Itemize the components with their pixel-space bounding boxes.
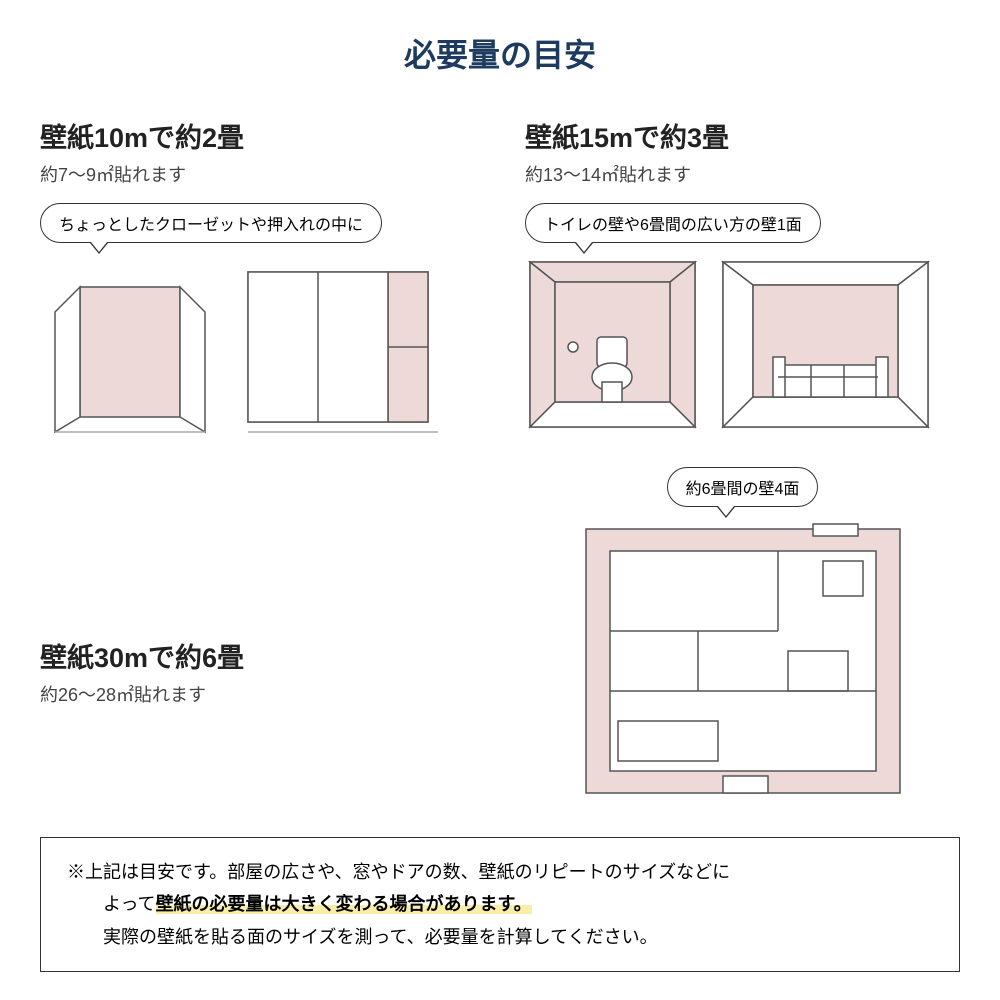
note-line2: よって壁紙の必要量は大きく変わる場合があります。 [67, 888, 933, 920]
closet-icon [40, 257, 220, 437]
bubble-15m: トイレの壁や6畳間の広い方の壁1面 [525, 203, 821, 243]
room-one-wall-icon [718, 257, 933, 432]
subheading-15m: 約13〜14㎡貼れます [525, 161, 960, 187]
section-15m: 壁紙15mで約3畳 約13〜14㎡貼れます トイレの壁や6畳間の広い方の壁1面 [525, 116, 960, 437]
bubble-30m: 約6畳間の壁4面 [667, 467, 819, 507]
section-30m-text: 壁紙30mで約6畳 約26〜28㎡貼れます [40, 467, 475, 801]
toilet-room-icon [525, 257, 700, 432]
section-10m: 壁紙10mで約2畳 約7〜9㎡貼れます ちょっとしたクローゼットや押入れの中に [40, 116, 475, 437]
sections-grid: 壁紙10mで約2畳 約7〜9㎡貼れます ちょっとしたクローゼットや押入れの中に [40, 116, 960, 801]
heading-30m: 壁紙30mで約6畳 [40, 636, 475, 675]
note-line1: ※上記は目安です。部屋の広さや、窓やドアの数、壁紙のリピートのサイズなどに [67, 856, 933, 888]
note-highlight: 壁紙の必要量は大きく変わる場合があります。 [156, 894, 532, 914]
section-30m-illus: 約6畳間の壁4面 [525, 467, 960, 801]
bubble-10m: ちょっとしたクローゼットや押入れの中に [40, 203, 382, 243]
note-box: ※上記は目安です。部屋の広さや、窓やドアの数、壁紙のリピートのサイズなどに よっ… [40, 837, 960, 972]
illus-15m-row [525, 257, 960, 432]
note-line3: 実際の壁紙を貼る面のサイズを測って、必要量を計算してください。 [67, 921, 933, 953]
note-line2a: よって [103, 894, 156, 914]
subheading-30m: 約26〜28㎡貼れます [40, 681, 475, 707]
subheading-10m: 約7〜9㎡貼れます [40, 161, 475, 187]
heading-10m: 壁紙10mで約2畳 [40, 116, 475, 155]
room-topdown-icon [578, 521, 908, 801]
heading-15m: 壁紙15mで約3畳 [525, 116, 960, 155]
oshiire-icon [238, 257, 438, 437]
illus-10m-row [40, 257, 475, 437]
page-title: 必要量の目安 [40, 30, 960, 76]
